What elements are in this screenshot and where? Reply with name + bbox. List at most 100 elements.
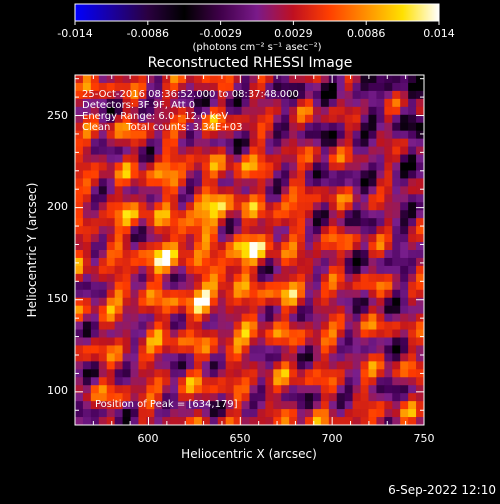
heatmap-cell xyxy=(249,138,258,147)
heatmap-cell xyxy=(217,313,227,322)
y-tick-label: 200 xyxy=(47,200,68,213)
heatmap-cell xyxy=(217,393,227,402)
heatmap-cell xyxy=(360,321,369,330)
heatmap-cell xyxy=(138,417,147,425)
heatmap-cell xyxy=(233,361,242,370)
heatmap-cell xyxy=(344,75,354,84)
heatmap-cell xyxy=(249,218,258,227)
heatmap-cell xyxy=(376,313,385,322)
heatmap-cell xyxy=(217,361,227,370)
heatmap-cell xyxy=(209,257,219,267)
heatmap-cell xyxy=(384,305,393,315)
heatmap-cell xyxy=(209,162,219,171)
heatmap-cell xyxy=(257,305,266,315)
heatmap-cell xyxy=(162,329,171,338)
heatmap-cell xyxy=(312,90,322,100)
heatmap-cell xyxy=(344,265,354,275)
heatmap-cell xyxy=(344,178,354,187)
heatmap-cell xyxy=(114,329,123,338)
heatmap-cell xyxy=(217,377,227,386)
heatmap-cell xyxy=(312,329,322,338)
heatmap-cell xyxy=(241,234,250,243)
heatmap-cell xyxy=(344,210,354,219)
heatmap-cell xyxy=(122,186,131,195)
heatmap-cell xyxy=(344,170,354,179)
heatmap-cell xyxy=(281,329,290,338)
heatmap-cell xyxy=(336,170,346,179)
heatmap-cell xyxy=(106,401,116,410)
heatmap-cell xyxy=(193,154,203,163)
heatmap-cell xyxy=(75,345,84,354)
heatmap-cell xyxy=(416,409,424,418)
heatmap-cell xyxy=(170,385,179,394)
heatmap-cell xyxy=(368,257,377,267)
heatmap-cell xyxy=(312,130,322,140)
heatmap-cell xyxy=(320,329,330,338)
heatmap-cell xyxy=(368,194,377,203)
heatmap-cell xyxy=(98,114,108,124)
heatmap-cell xyxy=(209,385,219,394)
heatmap-cell xyxy=(82,234,92,243)
heatmap-cell xyxy=(336,281,346,291)
heatmap-cell xyxy=(344,401,354,410)
heatmap-cell xyxy=(328,393,338,402)
heatmap-cell xyxy=(217,234,227,243)
heatmap-cell xyxy=(217,130,227,140)
heatmap-cell xyxy=(408,202,417,211)
heatmap-cell xyxy=(352,281,361,291)
heatmap-cell xyxy=(281,321,290,330)
heatmap-cell xyxy=(376,146,385,155)
heatmap-cell xyxy=(328,257,338,267)
heatmap-cell xyxy=(217,265,227,275)
heatmap-cell xyxy=(336,369,346,378)
heatmap-cell xyxy=(289,202,298,211)
heatmap-cell xyxy=(336,114,346,124)
heatmap-cell xyxy=(384,329,393,338)
heatmap-cell xyxy=(98,90,108,100)
heatmap-cell xyxy=(90,321,100,330)
heatmap-cell xyxy=(352,250,361,259)
heatmap-cell xyxy=(289,393,298,402)
heatmap-cell xyxy=(146,393,155,402)
heatmap-cell xyxy=(352,114,361,124)
heatmap-cell xyxy=(154,321,163,330)
heatmap-cell xyxy=(178,122,187,132)
heatmap-cell xyxy=(193,226,203,235)
heatmap-cell xyxy=(416,186,424,195)
heatmap-cell xyxy=(225,409,235,418)
heatmap-cell xyxy=(225,281,235,291)
heatmap-cell xyxy=(170,257,179,267)
heatmap-cell xyxy=(328,281,338,291)
heatmap-cell xyxy=(114,122,123,132)
heatmap-cell xyxy=(90,98,100,108)
heatmap-cell xyxy=(106,202,116,211)
heatmap-cell xyxy=(376,281,385,291)
heatmap-cell xyxy=(305,162,314,171)
heatmap-cell xyxy=(98,289,108,299)
heatmap-cell xyxy=(233,154,242,163)
heatmap-cell xyxy=(392,170,401,179)
heatmap-cell xyxy=(305,242,314,251)
annotation-detectors: Detectors: 3F 9F, Att 0 xyxy=(82,100,195,111)
heatmap-cell xyxy=(193,218,203,227)
heatmap-cell xyxy=(122,194,131,203)
heatmap-cell xyxy=(384,281,393,291)
heatmap-cell xyxy=(305,337,314,346)
heatmap-cell xyxy=(130,178,139,187)
heatmap-cell xyxy=(138,385,147,394)
heatmap-cell xyxy=(217,178,227,187)
heatmap-cell xyxy=(273,178,282,187)
heatmap-cell xyxy=(75,226,84,235)
heatmap-cell xyxy=(162,114,171,124)
heatmap-cell xyxy=(146,417,155,425)
heatmap-cell xyxy=(75,242,84,251)
heatmap-cell xyxy=(146,250,155,259)
heatmap-cell xyxy=(106,138,116,147)
heatmap-cell xyxy=(376,417,385,425)
heatmap-cell xyxy=(98,130,108,140)
heatmap-cell xyxy=(209,250,219,259)
heatmap-cell xyxy=(75,194,84,203)
heatmap-cell xyxy=(249,186,258,195)
heatmap-cell xyxy=(217,242,227,251)
